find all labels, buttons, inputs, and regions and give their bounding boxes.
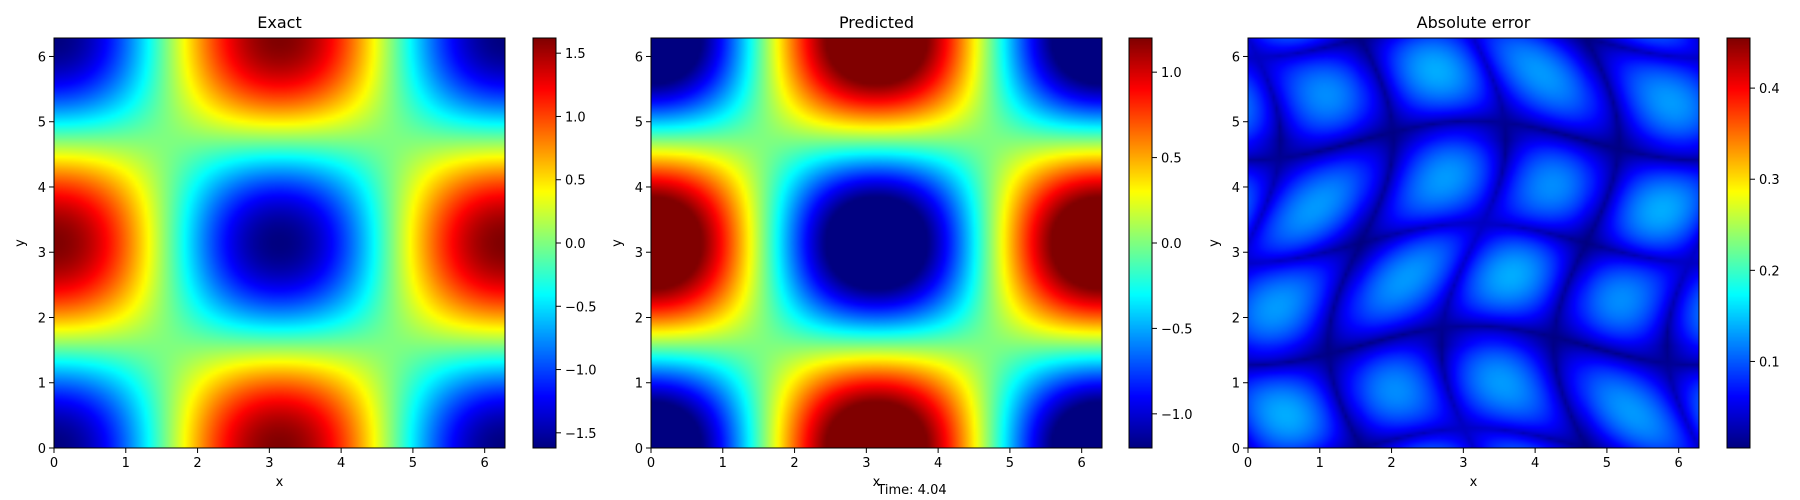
- x-tick-label: 2: [1387, 456, 1395, 471]
- heatmap-image: [651, 38, 1102, 448]
- colorbar-frame: [1726, 37, 1751, 449]
- colorbar-tick-label: 0.0: [1161, 237, 1182, 252]
- y-tick-label: 1: [635, 377, 643, 392]
- y-tick-label: 2: [635, 311, 643, 326]
- x-tick-label: 5: [1006, 456, 1014, 471]
- panel-3: Absolute error 0 1 2 3 4 5 6 0 1 2 3 4 5 6 x y 0.4 0.3 0.2 0…: [1207, 13, 1780, 490]
- x-tick-label: 0: [647, 456, 655, 471]
- x-tick-label: 3: [1459, 456, 1467, 471]
- colorbar-tick-label: 1.0: [565, 110, 586, 125]
- y-tick-label: 6: [1232, 50, 1240, 65]
- x-tick-label: 6: [1078, 456, 1086, 471]
- y-tick-label: 1: [38, 377, 46, 392]
- colorbar-gradient: [533, 38, 556, 448]
- plot-frame: [1247, 37, 1700, 449]
- x-tick-label: 4: [1531, 456, 1539, 471]
- colorbar-tick-label: 0.5: [1161, 152, 1182, 167]
- colorbar-gradient: [1727, 38, 1750, 448]
- colorbar-tick-label: 1.0: [1161, 66, 1182, 81]
- y-tick-label: 6: [38, 50, 46, 65]
- y-axis-label: y: [610, 239, 625, 247]
- x-axis-label: x: [873, 475, 881, 490]
- y-tick-label: 2: [38, 311, 46, 326]
- x-tick-label: 4: [934, 456, 942, 471]
- x-tick-label: 0: [50, 456, 58, 471]
- x-tick-label: 5: [1603, 456, 1611, 471]
- x-tick-label: 4: [337, 456, 345, 471]
- x-tick-label: 6: [481, 456, 489, 471]
- y-tick-label: 0: [38, 442, 46, 457]
- y-axis-label: y: [1207, 239, 1222, 247]
- y-tick-label: 3: [635, 246, 643, 261]
- y-tick-label: 0: [635, 442, 643, 457]
- y-tick-label: 6: [635, 50, 643, 65]
- y-tick-label: 3: [1232, 246, 1240, 261]
- chart-title: Absolute error: [1417, 13, 1531, 32]
- y-tick-label: 4: [1232, 181, 1240, 196]
- plot-frame: [650, 37, 1103, 449]
- y-tick-label: 5: [1232, 116, 1240, 131]
- chart-title: Predicted: [839, 13, 914, 32]
- panel-1: Exact 0 1 2 3 4 5 6 0 1 2 3 4 5 6 x y 1.5 1.0 0.5 0.0 −0.5 −1.…: [13, 13, 597, 490]
- x-axis-label: x: [276, 475, 284, 490]
- y-tick-label: 5: [38, 116, 46, 131]
- y-axis-label: y: [13, 239, 28, 247]
- colorbar-tick-label: −0.5: [1161, 322, 1193, 337]
- heatmap-image: [54, 38, 505, 448]
- x-axis-label: x: [1470, 475, 1478, 490]
- colorbar-tick-label: 0.0: [565, 237, 586, 252]
- colorbar-tick-label: −1.0: [565, 364, 597, 379]
- x-tick-label: 2: [790, 456, 798, 471]
- x-tick-label: 6: [1675, 456, 1683, 471]
- time-label: Time: 4.04: [876, 483, 946, 498]
- x-tick-label: 3: [265, 456, 273, 471]
- colorbar-tick-label: 0.3: [1759, 173, 1780, 188]
- x-tick-label: 0: [1244, 456, 1252, 471]
- plot-frame: [53, 37, 506, 449]
- y-tick-label: 1: [1232, 377, 1240, 392]
- colorbar-tick-label: −1.5: [565, 427, 597, 442]
- y-tick-label: 0: [1232, 442, 1240, 457]
- colorbar-tick-label: 0.1: [1759, 355, 1780, 370]
- y-tick-label: 5: [635, 116, 643, 131]
- colorbar-tick-label: 0.5: [565, 174, 586, 189]
- colorbar-tick-label: 1.5: [565, 47, 586, 62]
- colorbar-tick-label: −0.5: [565, 300, 597, 315]
- panel-2: Predicted 0 1 2 3 4 5 6 0 1 2 3 4 5 6 x y 1.0 0.5 0.0 −0.5 −1…: [610, 13, 1193, 490]
- y-tick-label: 4: [635, 181, 643, 196]
- x-tick-label: 3: [862, 456, 870, 471]
- x-tick-label: 1: [122, 456, 130, 471]
- y-tick-label: 2: [1232, 311, 1240, 326]
- y-tick-label: 4: [38, 181, 46, 196]
- x-tick-label: 1: [1316, 456, 1324, 471]
- colorbar-tick-label: −1.0: [1161, 408, 1193, 423]
- heatmap-image: [1248, 38, 1699, 448]
- colorbar-tick-label: 0.4: [1759, 82, 1780, 97]
- y-tick-label: 3: [38, 246, 46, 261]
- x-tick-label: 5: [409, 456, 417, 471]
- x-tick-label: 1: [719, 456, 727, 471]
- colorbar-tick-label: 0.2: [1759, 264, 1780, 279]
- colorbar-gradient: [1129, 38, 1152, 448]
- chart-title: Exact: [257, 13, 301, 32]
- x-tick-label: 2: [193, 456, 201, 471]
